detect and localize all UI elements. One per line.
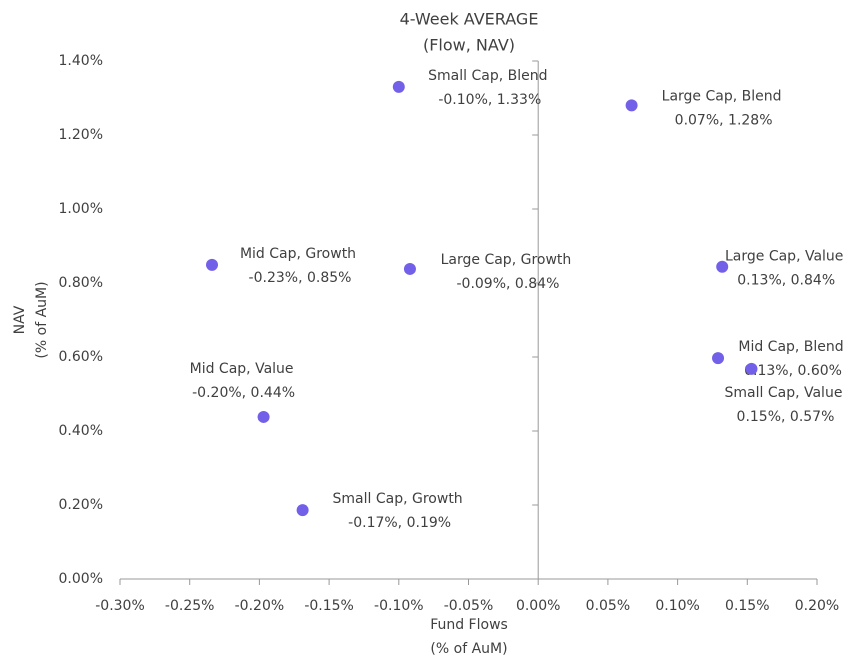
y-tick-label: 1.00% <box>59 201 103 217</box>
point-name: Large Cap, Growth <box>441 252 572 268</box>
point <box>745 362 758 375</box>
point <box>716 260 729 273</box>
x-tick-label: -0.05% <box>444 598 494 614</box>
point-name: Mid Cap, Value <box>190 361 294 377</box>
x-tick-label: 0.15% <box>725 598 769 614</box>
y-tick-label: 0.60% <box>59 349 103 365</box>
data-label: -0.23%, 0.85% <box>249 270 352 286</box>
x-tick-label: -0.20% <box>235 598 285 614</box>
y-axis-title: (% of AuM) <box>34 281 50 358</box>
point-name: Mid Cap, Growth <box>240 246 356 262</box>
x-tick-label: 0.20% <box>795 598 839 614</box>
y-tick-label: 0.40% <box>59 423 103 439</box>
point <box>257 410 270 423</box>
point <box>625 99 638 112</box>
x-tick-label: -0.10% <box>374 598 424 614</box>
data-label: -0.20%, 0.44% <box>192 385 295 401</box>
x-tick-label: 0.05% <box>586 598 630 614</box>
y-tick-label: 1.40% <box>59 53 103 69</box>
data-label: -0.09%, 0.84% <box>456 276 559 292</box>
point-name: Mid Cap, Blend <box>738 339 843 355</box>
data-label: 0.07%, 1.28% <box>675 112 773 128</box>
x-tick-label: -0.25% <box>165 598 215 614</box>
data-label: -0.10%, 1.33% <box>438 92 541 108</box>
data-label: 0.13%, 0.60% <box>744 363 842 379</box>
y-tick-label: 0.00% <box>59 571 103 587</box>
x-tick-label: -0.15% <box>304 598 354 614</box>
point <box>392 80 405 93</box>
point-name: Small Cap, Growth <box>333 491 463 507</box>
point-name: Large Cap, Value <box>725 249 843 265</box>
x-axis-title: Fund Flows <box>430 617 508 633</box>
y-tick-label: 0.20% <box>59 497 103 513</box>
point-name: Small Cap, Blend <box>428 68 547 84</box>
chart-title: (Flow, NAV) <box>423 36 515 55</box>
y-tick-label: 1.20% <box>59 127 103 143</box>
point <box>712 352 725 365</box>
data-label: 0.15%, 0.57% <box>737 409 835 425</box>
x-axis-title: (% of AuM) <box>430 641 507 657</box>
data-label: -0.17%, 0.19% <box>348 515 451 531</box>
chart-title: 4-Week AVERAGE <box>400 10 539 29</box>
point-name: Small Cap, Value <box>725 385 843 401</box>
y-axis-title: NAV <box>12 305 28 334</box>
x-tick-label: 0.00% <box>516 598 560 614</box>
point <box>296 504 309 517</box>
point <box>403 262 416 275</box>
y-tick-label: 0.80% <box>59 275 103 291</box>
x-tick-label: 0.10% <box>655 598 699 614</box>
point <box>206 258 219 271</box>
point-name: Large Cap, Blend <box>662 88 782 104</box>
data-label: 0.13%, 0.84% <box>737 273 835 289</box>
x-tick-label: -0.30% <box>95 598 145 614</box>
